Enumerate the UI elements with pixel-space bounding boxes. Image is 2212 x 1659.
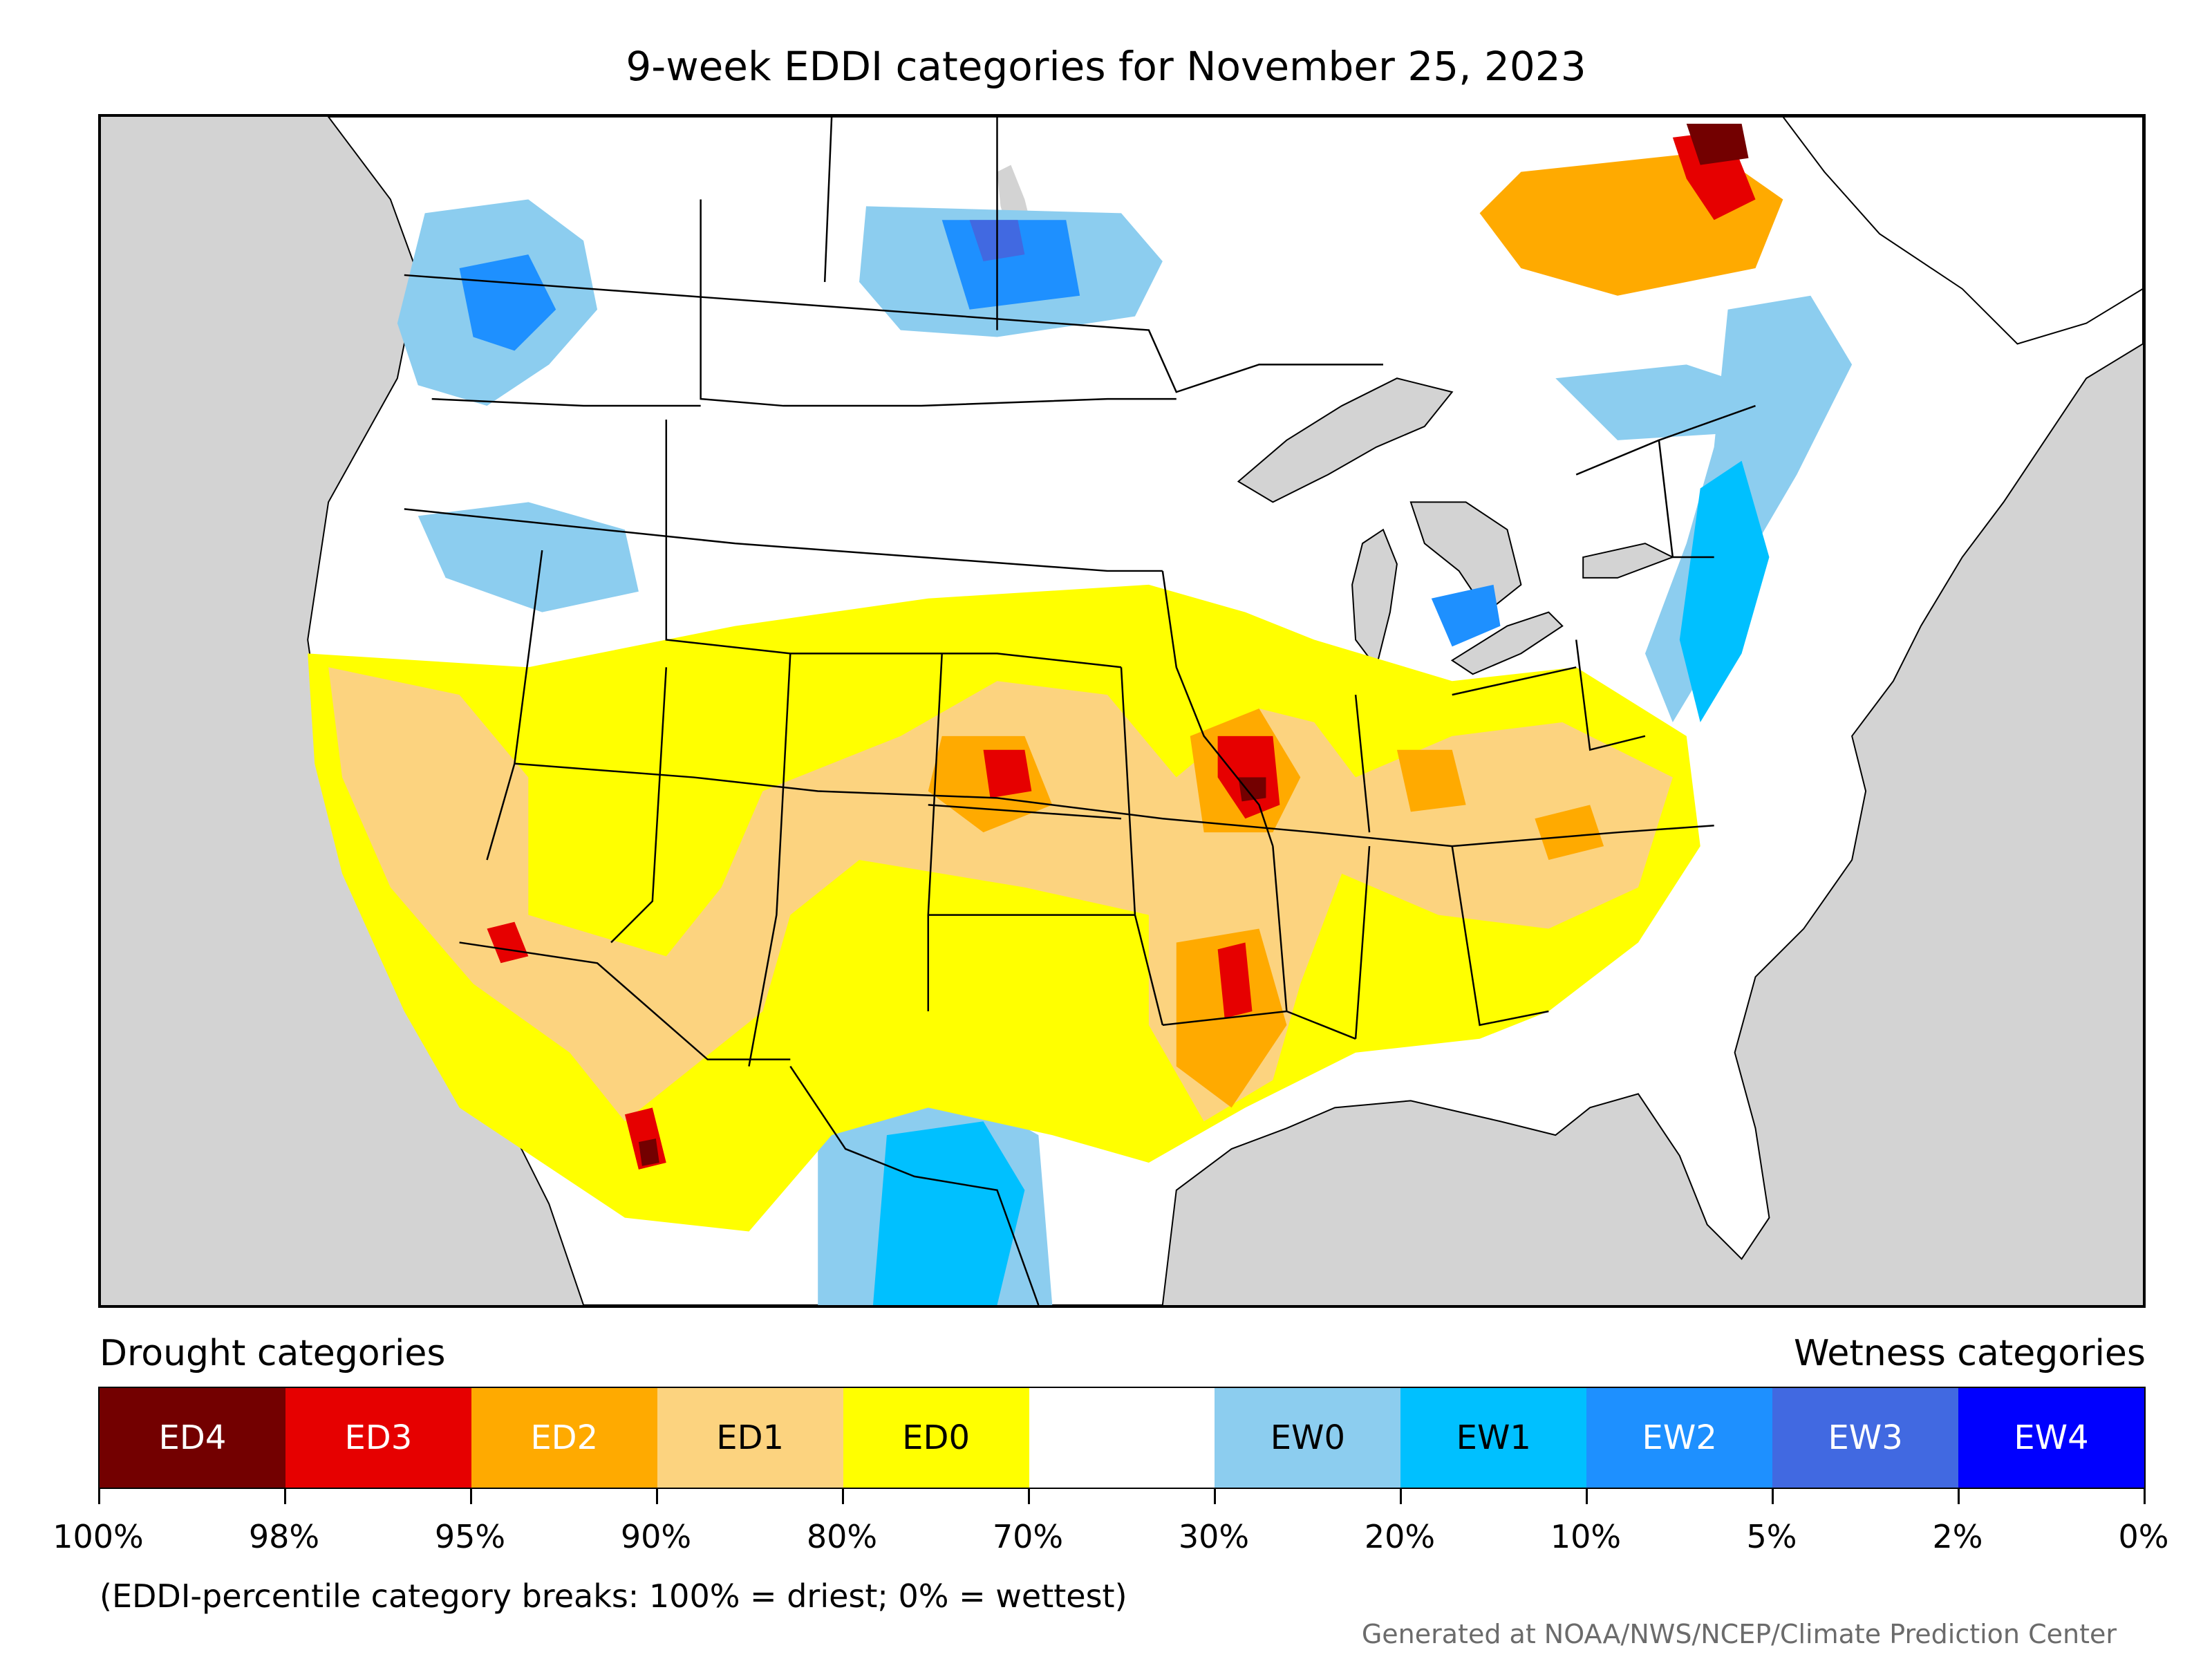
eddi-map xyxy=(98,114,2146,1308)
category-swatch-ew0: EW0 xyxy=(1215,1388,1401,1488)
wetness-regions xyxy=(397,199,1853,1305)
colorbar-tick xyxy=(2144,1489,2146,1504)
map-canvas xyxy=(101,117,2143,1305)
colorbar-tick-label: 95% xyxy=(434,1518,506,1555)
colorbar-tick-label: 10% xyxy=(1550,1518,1622,1555)
category-breaks-note: (EDDI-percentile category breaks: 100% =… xyxy=(100,1577,1127,1615)
lake-michigan xyxy=(1351,528,1398,669)
drought-categories-heading: Drought categories xyxy=(100,1333,446,1374)
category-swatch-ed0: ED0 xyxy=(843,1388,1029,1488)
colorbar-tick xyxy=(1772,1489,1774,1504)
map-title: 9-week EDDI categories for November 25, … xyxy=(626,43,1586,90)
colorbar-tick xyxy=(1586,1489,1588,1504)
credit-line: Generated at NOAA/NWS/NCEP/Climate Predi… xyxy=(1361,1619,2117,1649)
category-swatch-ew1: EW1 xyxy=(1400,1388,1587,1488)
colorbar-tick-label: 20% xyxy=(1364,1518,1436,1555)
colorbar-tick-label: 100% xyxy=(53,1518,144,1555)
colorbar-tick xyxy=(470,1489,472,1504)
colorbar-tick-label: 30% xyxy=(1178,1518,1250,1555)
borders xyxy=(404,117,1756,1305)
lake-superior xyxy=(1237,377,1454,503)
category-swatch-ew4: EW4 xyxy=(1958,1388,2144,1488)
category-colorbar: ED4 ED3 ED2 ED1 ED0 EW0 EW1 EW2 EW3 EW4 xyxy=(98,1387,2146,1489)
colorbar-tick-label: 98% xyxy=(248,1518,320,1555)
colorbar-tick xyxy=(842,1489,844,1504)
colorbar-tick-label: 0% xyxy=(2118,1518,2169,1555)
wetness-categories-heading: Wetness categories xyxy=(1794,1333,2146,1374)
colorbar-tick-label: 70% xyxy=(992,1518,1064,1555)
colorbar-tick-label: 2% xyxy=(1932,1518,1983,1555)
colorbar-tick-label: 5% xyxy=(1746,1518,1797,1555)
colorbar-tick xyxy=(98,1489,100,1504)
category-swatch-ew2: EW2 xyxy=(1586,1388,1773,1488)
category-swatch-ed1: ED1 xyxy=(657,1388,843,1488)
lake-ontario xyxy=(1582,543,1675,579)
lake-erie xyxy=(1450,611,1564,675)
category-swatch-ed4: ED4 xyxy=(100,1388,285,1488)
colorbar-tick xyxy=(284,1489,286,1504)
category-swatch-ed3: ED3 xyxy=(285,1388,471,1488)
colorbar-tick xyxy=(1028,1489,1030,1504)
colorbar-tick-label: 90% xyxy=(620,1518,692,1555)
colorbar-tick xyxy=(656,1489,658,1504)
category-swatch-ed2: ED2 xyxy=(471,1388,657,1488)
category-swatch-ew3: EW3 xyxy=(1772,1388,1959,1488)
colorbar-tick-label: 80% xyxy=(806,1518,878,1555)
colorbar-ticks xyxy=(98,1489,2146,1517)
colorbar-tick xyxy=(1400,1489,1402,1504)
colorbar-tick xyxy=(1958,1489,1960,1504)
colorbar-tick xyxy=(1214,1489,1216,1504)
category-swatch-normal xyxy=(1029,1388,1215,1488)
drought-regions xyxy=(308,123,1783,1232)
